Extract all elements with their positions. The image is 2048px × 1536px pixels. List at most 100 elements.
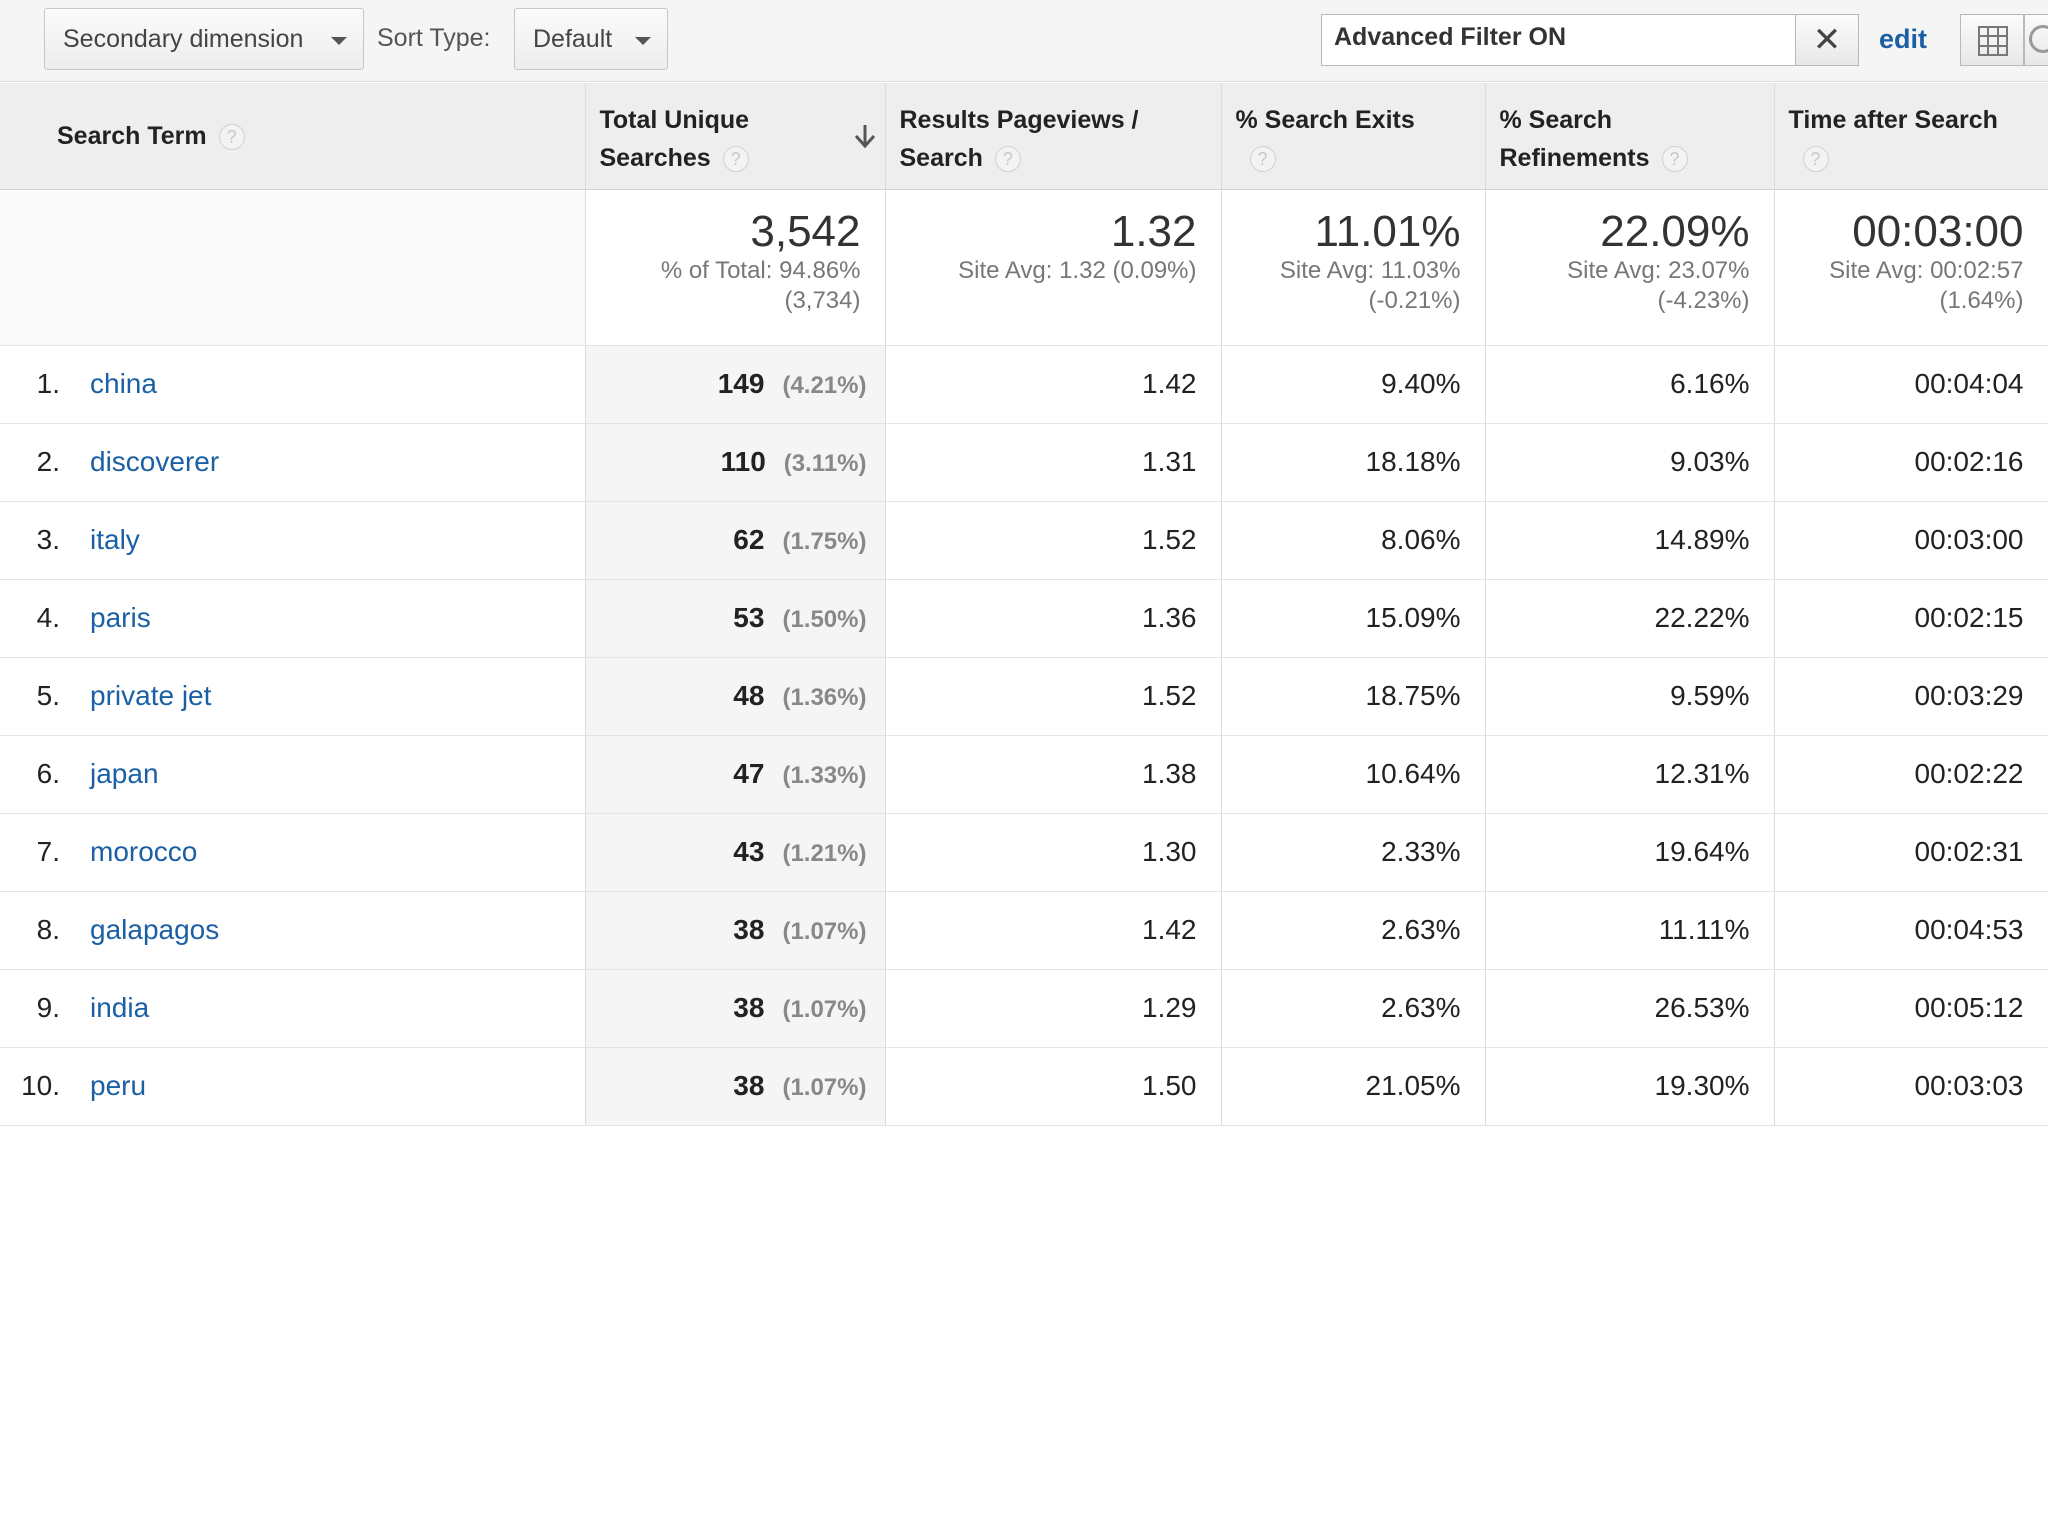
summary-detail: (-4.23%) xyxy=(1657,286,1750,314)
row-search-exits: 18.18% xyxy=(1221,423,1486,502)
search-term-link[interactable]: morocco xyxy=(90,836,198,867)
grid-icon xyxy=(1978,26,2008,56)
search-term-link[interactable]: india xyxy=(90,992,150,1023)
row-number: 3. xyxy=(36,524,60,555)
row-search-exits: 9.40% xyxy=(1221,345,1486,424)
search-term-link[interactable]: italy xyxy=(90,524,140,555)
sort-type-value: Default xyxy=(533,24,613,53)
row-search-term: 2. discoverer xyxy=(0,423,586,502)
unique-searches-share: (1.36%) xyxy=(782,684,867,711)
secondary-dimension-dropdown[interactable]: Secondary dimension xyxy=(44,8,364,70)
row-number: 2. xyxy=(36,446,60,477)
header-label: % Search xyxy=(1499,106,1613,134)
row-results-pageviews: 1.36 xyxy=(885,579,1222,658)
search-term-link[interactable]: galapagos xyxy=(90,914,220,945)
header-results-pageviews[interactable]: Results Pageviews / Search? xyxy=(885,83,1222,190)
summary-value: 1.32 xyxy=(1110,206,1197,256)
help-icon[interactable]: ? xyxy=(994,146,1021,173)
unique-searches-value: 38 xyxy=(733,992,765,1023)
row-search-term: 7. morocco xyxy=(0,813,586,892)
row-search-refinements: 14.89% xyxy=(1485,501,1775,580)
table-row: 4. paris 53 (1.50%) 1.36 15.09% 22.22% 00:02:15 xyxy=(0,579,2048,658)
unique-searches-share: (1.75%) xyxy=(782,528,867,555)
row-search-refinements: 26.53% xyxy=(1485,969,1775,1048)
header-time-after-search[interactable]: Time after Search ? xyxy=(1774,83,2048,190)
row-unique-searches: 38 (1.07%) xyxy=(585,891,886,970)
row-unique-searches: 48 (1.36%) xyxy=(585,657,886,736)
sort-descending-icon xyxy=(854,125,875,149)
unique-searches-value: 149 xyxy=(717,368,765,399)
row-search-exits: 2.63% xyxy=(1221,969,1486,1048)
edit-filter-link[interactable]: edit xyxy=(1879,24,1928,54)
sort-type-dropdown[interactable]: Default xyxy=(514,8,668,70)
summary-value: 3,542 xyxy=(750,206,861,256)
row-unique-searches: 43 (1.21%) xyxy=(585,813,886,892)
header-label: Searches xyxy=(599,144,711,172)
header-label: Results Pageviews / xyxy=(899,106,1139,134)
summary-detail: Site Avg: 1.32 (0.09%) xyxy=(958,256,1197,284)
row-results-pageviews: 1.52 xyxy=(885,657,1222,736)
header-unique-searches[interactable]: Total Unique Searches? xyxy=(585,83,886,190)
table-row: 5. private jet 48 (1.36%) 1.52 18.75% 9.59% 00:… xyxy=(0,657,2048,736)
unique-searches-share: (1.07%) xyxy=(782,1074,867,1101)
advanced-filter-field[interactable]: Advanced Filter ON xyxy=(1321,14,1796,66)
help-icon[interactable]: ? xyxy=(1802,146,1829,173)
search-term-link[interactable]: private jet xyxy=(90,680,212,711)
row-unique-searches: 53 (1.50%) xyxy=(585,579,886,658)
row-number: 1. xyxy=(36,368,60,399)
help-icon[interactable]: ? xyxy=(722,146,749,173)
row-time-after-search: 00:02:16 xyxy=(1774,423,2048,502)
table-header-row: Search Term? Total Unique Searches? Resu… xyxy=(0,83,2048,190)
close-icon: ✕ xyxy=(1812,21,1842,59)
row-time-after-search: 00:03:29 xyxy=(1774,657,2048,736)
table-view-button[interactable] xyxy=(1960,14,2024,66)
secondary-dimension-label: Secondary dimension xyxy=(63,24,304,53)
table-row: 7. morocco 43 (1.21%) 1.30 2.33% 19.64% 00:02:3… xyxy=(0,813,2048,892)
summary-value: 11.01% xyxy=(1314,206,1461,256)
row-search-refinements: 19.30% xyxy=(1485,1047,1775,1126)
row-number: 6. xyxy=(36,758,60,789)
row-search-refinements: 12.31% xyxy=(1485,735,1775,814)
row-results-pageviews: 1.29 xyxy=(885,969,1222,1048)
unique-searches-share: (3.11%) xyxy=(783,450,867,477)
row-search-exits: 21.05% xyxy=(1221,1047,1486,1126)
row-results-pageviews: 1.30 xyxy=(885,813,1222,892)
row-unique-searches: 149 (4.21%) xyxy=(585,345,886,424)
search-term-link[interactable]: paris xyxy=(90,602,151,633)
row-time-after-search: 00:04:53 xyxy=(1774,891,2048,970)
row-results-pageviews: 1.42 xyxy=(885,345,1222,424)
header-search-refinements[interactable]: % Search Refinements? xyxy=(1485,83,1775,190)
header-search-exits[interactable]: % Search Exits ? xyxy=(1221,83,1486,190)
row-search-refinements: 9.03% xyxy=(1485,423,1775,502)
pie-view-button[interactable] xyxy=(2024,14,2048,66)
clear-filter-button[interactable]: ✕ xyxy=(1795,14,1859,66)
header-search-term[interactable]: Search Term? xyxy=(0,83,586,190)
header-label: Search xyxy=(899,144,983,172)
header-label: Search Term xyxy=(57,121,207,150)
summary-unique-searches: 3,542 % of Total: 94.86% (3,734) xyxy=(585,189,886,346)
help-icon[interactable]: ? xyxy=(218,124,245,151)
row-time-after-search: 00:05:12 xyxy=(1774,969,2048,1048)
unique-searches-value: 43 xyxy=(733,836,765,867)
unique-searches-value: 110 xyxy=(720,446,766,477)
search-term-link[interactable]: china xyxy=(90,368,157,399)
row-time-after-search: 00:03:00 xyxy=(1774,501,2048,580)
summary-search-exits: 11.01% Site Avg: 11.03% (-0.21%) xyxy=(1221,189,1486,346)
unique-searches-value: 38 xyxy=(733,1070,765,1101)
search-term-link[interactable]: japan xyxy=(90,758,159,789)
unique-searches-value: 48 xyxy=(733,680,765,711)
row-results-pageviews: 1.38 xyxy=(885,735,1222,814)
header-label: % Search Exits xyxy=(1235,106,1415,134)
row-search-refinements: 6.16% xyxy=(1485,345,1775,424)
row-search-refinements: 11.11% xyxy=(1485,891,1775,970)
help-icon[interactable]: ? xyxy=(1249,146,1276,173)
help-icon[interactable]: ? xyxy=(1661,146,1688,173)
summary-detail: Site Avg: 11.03% xyxy=(1279,256,1461,284)
row-time-after-search: 00:02:31 xyxy=(1774,813,2048,892)
row-search-term: 8. galapagos xyxy=(0,891,586,970)
row-number: 4. xyxy=(36,602,60,633)
row-search-exits: 10.64% xyxy=(1221,735,1486,814)
summary-detail: (3,734) xyxy=(784,286,861,314)
search-term-link[interactable]: peru xyxy=(90,1070,147,1101)
search-term-link[interactable]: discoverer xyxy=(90,446,220,477)
